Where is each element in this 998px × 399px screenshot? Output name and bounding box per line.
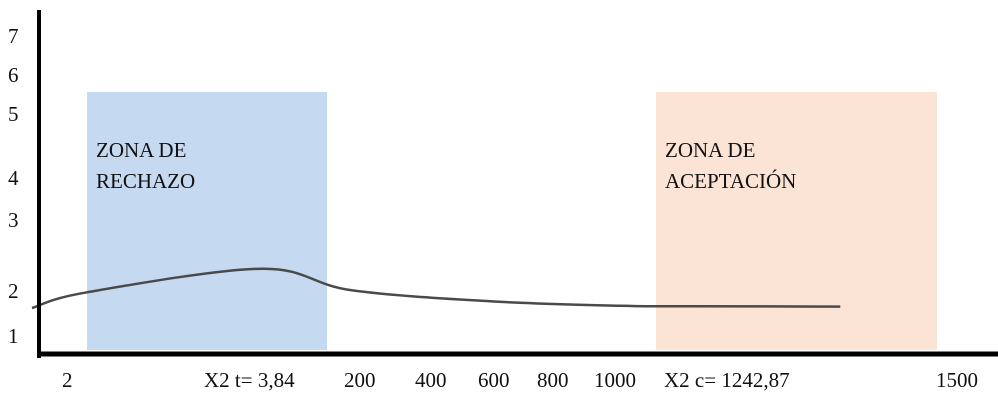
distribution-curve <box>31 267 841 310</box>
y-tick-label: 2 <box>8 279 19 303</box>
y-tick-label: 7 <box>8 24 19 48</box>
zone-2-band <box>656 92 937 350</box>
y-tick-label: 6 <box>8 63 19 87</box>
x-tick-label: 400 <box>415 368 447 392</box>
zone-1-label-line-2: RECHAZO <box>96 169 195 193</box>
x-tick-label: X2 c= 1242,87 <box>664 368 790 392</box>
y-tick-label: 1 <box>8 324 19 348</box>
zones-layer: ZONA DE RECHAZO ZONA DE ACEPTACIÓN <box>87 92 937 350</box>
zone-2-label-line-2: ACEPTACIÓN <box>665 169 796 193</box>
zone-1-band <box>87 92 327 350</box>
y-tick-labels: 7 6 5 4 3 2 1 <box>8 24 19 348</box>
zone-1-label-line-1: ZONA DE <box>96 138 186 162</box>
zone-2-label-line-1: ZONA DE <box>665 138 755 162</box>
x-tick-label: 600 <box>478 368 510 392</box>
x-tick-label: X2 t= 3,84 <box>204 368 295 392</box>
x-tick-label: 2 <box>62 368 73 392</box>
x-tick-label: 800 <box>537 368 569 392</box>
axes-layer <box>37 10 998 358</box>
y-tick-label: 4 <box>8 166 19 190</box>
x-tick-label: 1500 <box>936 368 978 392</box>
curve-layer <box>31 267 841 310</box>
x-tick-labels: 2 X2 t= 3,84 200 400 600 800 1000 X2 c= 1242,87… <box>62 368 978 392</box>
x-tick-label: 200 <box>344 368 376 392</box>
x-tick-label: 1000 <box>594 368 636 392</box>
y-tick-label: 3 <box>8 208 19 232</box>
y-tick-label: 5 <box>8 102 19 126</box>
